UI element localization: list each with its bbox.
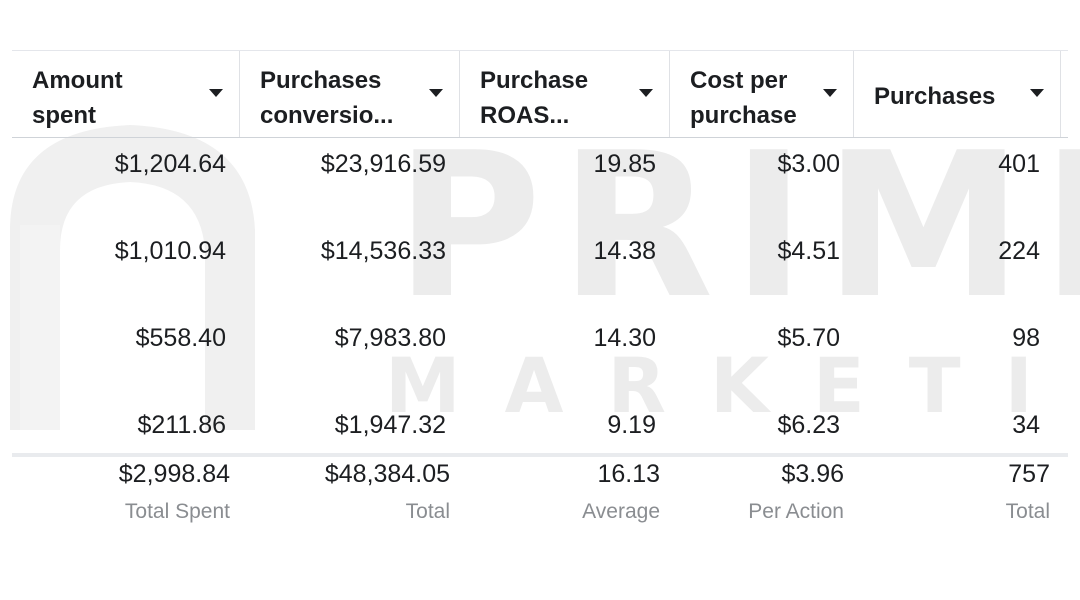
- total-purchases-value: 757: [1008, 460, 1050, 488]
- purchase-roas-cell: 9.19: [607, 411, 656, 439]
- sort-caret-icon[interactable]: [1030, 89, 1044, 97]
- purchases-cell: 401: [998, 150, 1040, 178]
- column-header-purchase-roas[interactable]: Purchase ROAS...: [460, 51, 670, 137]
- sort-caret-icon[interactable]: [639, 89, 653, 97]
- average-roas-label: Average: [582, 500, 660, 523]
- purchase-roas-cell: 14.30: [593, 324, 656, 352]
- column-label: Cost per purchase: [690, 67, 797, 129]
- purchase-roas-cell: 19.85: [593, 150, 656, 178]
- total-amount-spent-value: $2,998.84: [118, 460, 230, 488]
- purchase-roas-cell: 14.38: [593, 237, 656, 265]
- column-header-purchases[interactable]: Purchases: [854, 51, 1061, 137]
- total-amount-spent-label: Total Spent: [124, 500, 230, 523]
- table-row[interactable]: $558.40 $7,983.80 14.30 $5.70 98: [12, 310, 1068, 397]
- column-header-cost-per-purchase[interactable]: Cost per purchase: [670, 51, 854, 137]
- cost-per-action-value: $3.96: [781, 460, 844, 488]
- amount-spent-cell: $1,204.64: [114, 150, 226, 178]
- column-header-amount-spent[interactable]: Amount spent: [12, 51, 240, 137]
- sort-caret-icon[interactable]: [823, 89, 837, 97]
- column-label: Purchases conversio...: [260, 67, 394, 129]
- cost-per-purchase-cell: $5.70: [777, 324, 840, 352]
- cost-per-purchase-cell: $3.00: [777, 150, 840, 178]
- table-row[interactable]: $1,010.94 $14,536.33 14.38 $4.51 224: [12, 223, 1068, 310]
- table-header: Amount spent Purchases conversio... Purc…: [12, 50, 1068, 138]
- total-purchases-conversion-label: Total: [405, 500, 450, 523]
- column-header-purchases-conversion[interactable]: Purchases conversio...: [240, 51, 460, 137]
- total-purchases-label: Total: [1005, 500, 1050, 523]
- amount-spent-cell: $211.86: [137, 411, 226, 439]
- cost-per-action-label: Per Action: [748, 500, 844, 523]
- purchases-cell: 224: [998, 237, 1040, 265]
- column-label: Amount spent: [32, 67, 123, 129]
- purchases-conversion-cell: $14,536.33: [320, 237, 446, 265]
- cost-per-purchase-cell: $4.51: [777, 237, 840, 265]
- column-label: Purchases: [874, 83, 996, 110]
- total-purchases-conversion-value: $48,384.05: [324, 460, 450, 488]
- table-body: $1,204.64 $23,916.59 19.85 $3.00 401 $1,…: [12, 136, 1068, 457]
- purchases-conversion-cell: $7,983.80: [334, 324, 446, 352]
- table-row[interactable]: $211.86 $1,947.32 9.19 $6.23 34: [12, 397, 1068, 457]
- purchases-conversion-cell: $1,947.32: [334, 411, 446, 439]
- sort-caret-icon[interactable]: [209, 89, 223, 97]
- cost-per-purchase-cell: $6.23: [777, 411, 840, 439]
- purchases-conversion-cell: $23,916.59: [320, 150, 446, 178]
- amount-spent-cell: $1,010.94: [114, 237, 226, 265]
- table-totals-row: $2,998.84 Total Spent $48,384.05 Total 1…: [12, 458, 1068, 538]
- amount-spent-cell: $558.40: [135, 324, 226, 352]
- column-label: Purchase ROAS...: [480, 67, 589, 129]
- purchases-cell: 98: [1012, 324, 1040, 352]
- table-row[interactable]: $1,204.64 $23,916.59 19.85 $3.00 401: [12, 136, 1068, 223]
- average-roas-value: 16.13: [597, 460, 660, 488]
- sort-caret-icon[interactable]: [429, 89, 443, 97]
- purchases-cell: 34: [1012, 411, 1040, 439]
